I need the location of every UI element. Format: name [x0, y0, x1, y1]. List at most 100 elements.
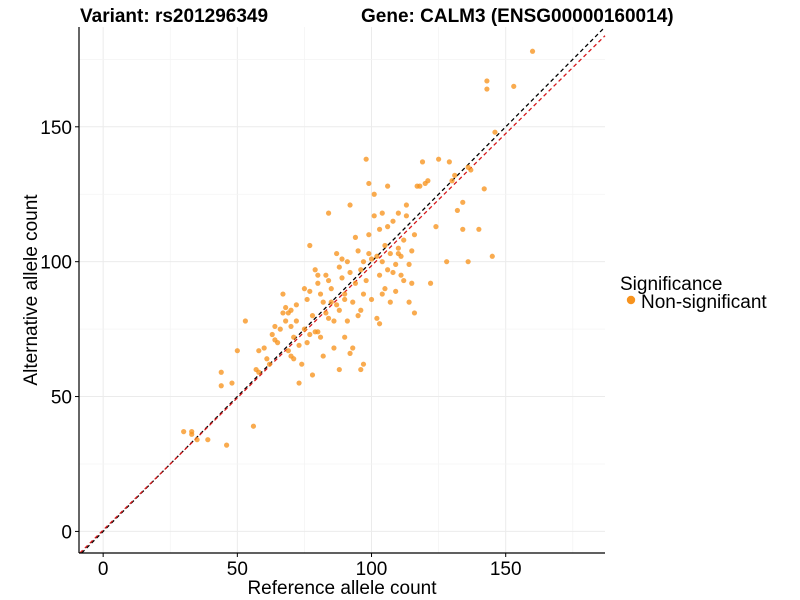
data-point	[433, 224, 439, 230]
data-point	[427, 280, 434, 286]
data-point	[376, 272, 383, 278]
data-point	[460, 199, 466, 205]
data-point	[266, 361, 273, 367]
data-point	[320, 353, 326, 359]
data-point	[529, 48, 536, 54]
data-point	[363, 277, 369, 284]
data-point	[342, 291, 348, 297]
data-point	[283, 304, 289, 311]
data-point	[366, 180, 372, 187]
y-tick-label: 100	[40, 253, 72, 274]
data-point	[315, 272, 321, 278]
data-point	[194, 437, 200, 443]
data-point	[293, 318, 299, 324]
data-point	[304, 296, 310, 303]
x-tick-label: 100	[356, 559, 388, 580]
data-point	[368, 256, 375, 262]
data-point	[379, 210, 385, 216]
data-point	[328, 299, 334, 305]
data-point	[395, 210, 401, 216]
data-point	[387, 299, 393, 305]
data-point	[403, 213, 410, 219]
data-point	[350, 299, 356, 305]
data-point	[492, 129, 498, 135]
data-point	[288, 323, 294, 330]
data-point	[336, 264, 342, 270]
data-point	[307, 331, 313, 338]
data-point	[390, 218, 396, 224]
data-point	[320, 299, 326, 305]
y-tick-label: 0	[61, 522, 72, 543]
data-point	[350, 345, 356, 351]
data-point	[401, 237, 407, 243]
chart-title-gene: Gene: CALM3 (ENSG00000160014)	[361, 6, 674, 27]
data-point	[385, 267, 391, 273]
x-tick-label: 150	[490, 559, 522, 580]
data-point	[352, 280, 359, 286]
data-point	[315, 329, 321, 335]
data-point	[288, 307, 294, 313]
data-point	[368, 296, 375, 303]
data-point	[334, 250, 340, 257]
data-point	[358, 267, 364, 273]
data-point	[419, 159, 426, 165]
y-tick-label: 150	[40, 118, 72, 139]
data-point	[411, 232, 418, 238]
data-point	[409, 248, 415, 254]
identity-line	[81, 26, 606, 554]
legend: Significance Non-significant	[620, 274, 767, 313]
data-point	[242, 318, 248, 324]
axes: 0 50 100 150 0 50 100 150	[40, 27, 605, 580]
data-point	[360, 259, 367, 265]
legend-label-non-significant: Non-significant	[641, 292, 767, 313]
data-point	[261, 345, 267, 351]
data-point	[315, 280, 321, 286]
data-point	[385, 224, 391, 230]
data-point	[355, 248, 361, 254]
data-point	[264, 356, 270, 362]
data-point	[256, 348, 262, 354]
data-point	[366, 232, 372, 238]
data-point	[465, 259, 471, 265]
data-point	[379, 259, 385, 265]
data-point	[446, 159, 452, 165]
data-point	[460, 226, 466, 232]
data-point	[395, 250, 401, 257]
data-point	[280, 310, 286, 316]
data-point	[355, 313, 361, 319]
data-point	[218, 369, 224, 375]
data-point	[481, 186, 487, 192]
data-point	[436, 156, 442, 162]
data-point	[344, 318, 350, 324]
data-point	[454, 207, 460, 214]
data-point	[283, 318, 289, 324]
data-point	[256, 369, 262, 375]
data-point	[403, 202, 410, 208]
data-point	[476, 226, 482, 232]
data-point	[323, 272, 329, 278]
y-tick-label: 50	[51, 388, 72, 409]
data-point	[352, 234, 359, 240]
data-point	[288, 353, 294, 359]
data-point	[234, 348, 240, 354]
data-point	[336, 366, 342, 373]
data-point	[358, 366, 364, 373]
data-point	[363, 156, 369, 162]
data-point	[218, 383, 224, 389]
data-point	[229, 380, 235, 386]
data-point	[312, 267, 318, 273]
regression-line	[79, 35, 606, 554]
data-point	[374, 315, 380, 321]
data-point	[406, 299, 412, 305]
data-point	[304, 340, 310, 346]
data-point	[376, 321, 383, 327]
data-point	[390, 269, 396, 276]
data-point	[293, 302, 299, 308]
data-point	[393, 261, 399, 267]
data-point	[376, 226, 383, 232]
data-point	[331, 345, 337, 351]
data-point	[393, 288, 399, 294]
data-point	[489, 253, 495, 259]
data-point	[339, 256, 345, 262]
data-point	[325, 315, 332, 321]
